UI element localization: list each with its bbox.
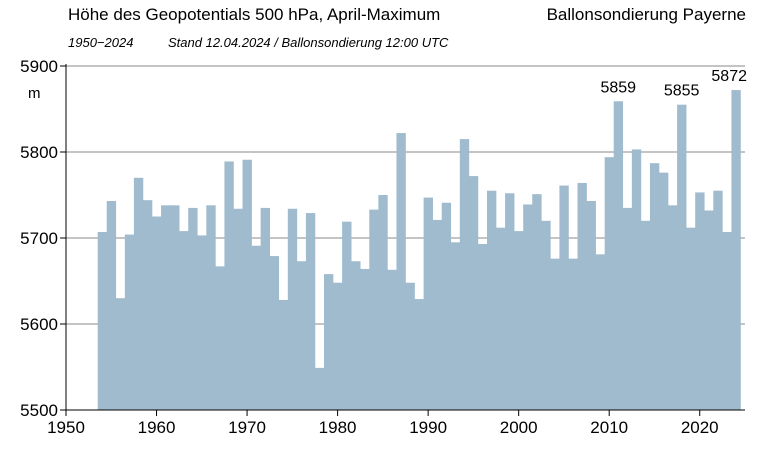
bar-2014 <box>640 220 651 410</box>
bar-2008 <box>586 201 596 410</box>
bar-2010 <box>604 157 615 410</box>
bar-1955 <box>106 201 117 410</box>
bar-1998 <box>496 227 506 410</box>
axes <box>60 64 745 416</box>
annotation-2018: 5855 <box>664 83 700 100</box>
bar-2024 <box>731 90 741 410</box>
annotation-2024: 5872 <box>711 68 747 85</box>
bar-1967 <box>215 266 225 410</box>
stand-label: Stand 12.04.2024 / Ballonsondierung 12:0… <box>168 35 449 50</box>
y-tick-label-5800: 5800 <box>20 143 58 162</box>
bar-1989 <box>414 299 424 410</box>
bar-1986 <box>387 269 397 410</box>
bar-1979 <box>324 274 334 410</box>
bar-1978 <box>314 367 325 410</box>
bar-2020 <box>695 192 705 410</box>
bar-1974 <box>278 299 289 410</box>
bar-1987 <box>396 133 406 410</box>
bar-1959 <box>142 200 153 410</box>
bar-1965 <box>197 235 207 410</box>
annotation-2011: 5859 <box>600 79 636 96</box>
tick-labels: 5500 5600 5700 5800 5900 1950 1960 1970 1980 1990… <box>20 57 718 437</box>
bar-1984 <box>369 209 379 410</box>
y-tick-label-5700: 5700 <box>20 229 58 248</box>
bar-1962 <box>170 205 180 410</box>
bar-2011 <box>613 101 624 410</box>
y-tick-label-5900: 5900 <box>20 57 58 76</box>
bar-1988 <box>405 282 415 410</box>
x-tick-label-1970: 1970 <box>228 418 266 437</box>
bar-1995 <box>468 176 479 410</box>
bar-1964 <box>188 207 198 410</box>
bar-1971 <box>251 245 261 410</box>
bar-2015 <box>649 163 660 410</box>
bar-2019 <box>686 227 696 410</box>
bar-1991 <box>432 219 443 410</box>
bar-1990 <box>423 197 433 410</box>
bar-1968 <box>224 161 234 410</box>
x-tick-label-1980: 1980 <box>319 418 357 437</box>
x-tick-label-1990: 1990 <box>409 418 447 437</box>
y-tick-label-5600: 5600 <box>20 315 58 334</box>
station-label: Ballonsondierung Payerne <box>546 5 746 24</box>
bar-2007 <box>577 182 587 410</box>
bar-1954 <box>97 231 108 410</box>
bar-1966 <box>206 205 216 410</box>
x-tick-label-2020: 2020 <box>681 418 719 437</box>
x-tick-label-1960: 1960 <box>138 418 176 437</box>
bar-2000 <box>514 231 524 410</box>
bar-1981 <box>342 221 352 410</box>
bar-1960 <box>152 216 162 410</box>
bar-1963 <box>179 231 189 410</box>
bar-1969 <box>233 208 243 410</box>
bar-1977 <box>305 213 316 410</box>
bar-1996 <box>477 244 488 410</box>
bar-2003 <box>541 220 551 410</box>
bar-2002 <box>532 194 542 410</box>
bar-1976 <box>296 261 307 410</box>
bar-2016 <box>658 172 669 410</box>
bar-1985 <box>378 195 388 410</box>
bar-1972 <box>260 207 270 410</box>
bar-2013 <box>631 149 642 411</box>
bar-1956 <box>115 298 126 410</box>
bar-1997 <box>486 190 497 410</box>
bars <box>97 90 741 411</box>
bar-1961 <box>161 205 171 410</box>
bar-2018 <box>677 104 687 410</box>
y-tick-label-5500: 5500 <box>20 401 58 420</box>
bar-1970 <box>242 159 252 410</box>
bar-2009 <box>595 254 605 410</box>
bar-2012 <box>622 207 633 410</box>
bar-2005 <box>559 185 569 410</box>
bar-1980 <box>333 282 343 410</box>
y-unit-label: m <box>28 85 41 102</box>
bar-1982 <box>351 261 361 410</box>
x-tick-label-2010: 2010 <box>590 418 628 437</box>
annotations: 5859 5855 5872 <box>600 68 747 100</box>
bar-1958 <box>133 177 144 410</box>
bar-2017 <box>668 205 678 410</box>
x-tick-label-2000: 2000 <box>500 418 538 437</box>
bar-2023 <box>722 231 732 410</box>
period-label: 1950−2024 <box>68 35 134 50</box>
bar-2004 <box>550 258 560 410</box>
bar-2001 <box>523 204 533 410</box>
bar-1957 <box>124 234 135 410</box>
bar-1994 <box>459 139 470 410</box>
x-tick-label-1950: 1950 <box>47 418 85 437</box>
bar-2006 <box>568 258 578 410</box>
bar-1992 <box>441 202 452 410</box>
bar-1993 <box>450 242 461 410</box>
bar-1975 <box>287 208 298 410</box>
bar-1973 <box>269 256 280 410</box>
bar-2022 <box>713 190 723 410</box>
bar-1999 <box>505 193 515 410</box>
bar-1983 <box>360 268 370 410</box>
chart-title: Höhe des Geopotentials 500 hPa, April-Ma… <box>68 5 441 24</box>
bar-2021 <box>704 210 714 410</box>
